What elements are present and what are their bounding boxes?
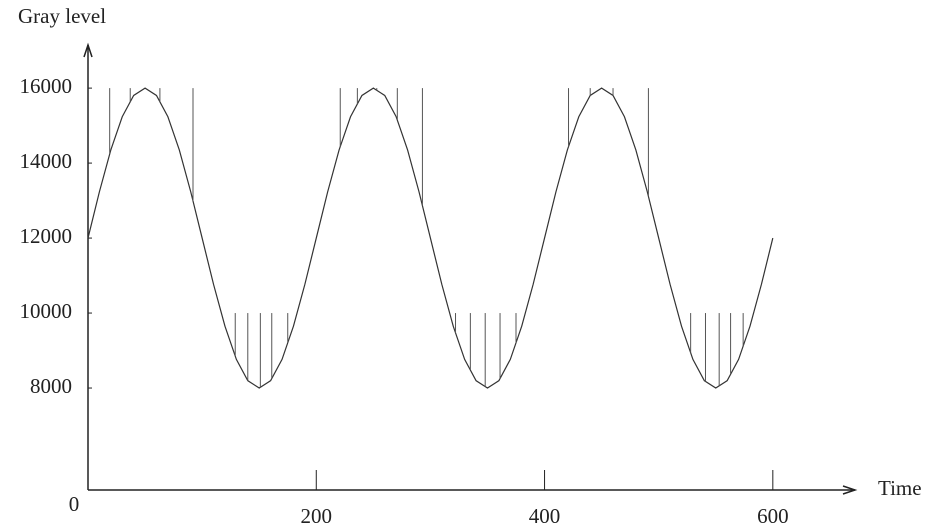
x-tick-label: 400 (529, 504, 561, 528)
y-tick-label: 10000 (20, 299, 73, 323)
y-tick-label: 14000 (20, 149, 73, 173)
y-tick-label: 16000 (20, 74, 73, 98)
chart: Gray level Time 8000 10000 12000 14000 16000… (0, 0, 943, 530)
curve (88, 88, 773, 388)
y-tick-label: 8000 (30, 374, 72, 398)
x-tick-label: 600 (757, 504, 789, 528)
y-tick-label: 12000 (20, 224, 73, 248)
x-tick-label: 200 (301, 504, 333, 528)
x-axis-label: Time (878, 476, 922, 500)
y-axis-label: Gray level (18, 4, 106, 28)
x-tick-label: 0 (69, 492, 80, 516)
